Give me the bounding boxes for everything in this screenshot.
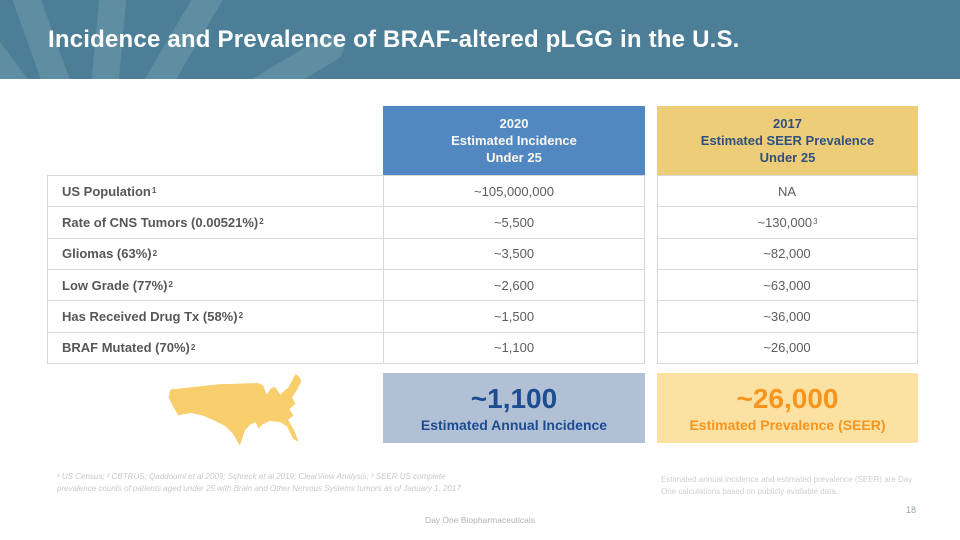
sunburst-pattern xyxy=(0,0,344,79)
row-label: BRAF Mutated (70%) 2 xyxy=(48,332,384,363)
prevalence-summary: ~26,000 Estimated Prevalence (SEER) xyxy=(657,373,918,443)
incidence-value: ~5,500 xyxy=(493,214,535,230)
prevalence-value: ~63,000 xyxy=(763,277,811,293)
prevalence-year: 2017 xyxy=(773,116,802,131)
table-row: BRAF Mutated (70%) 2 ~1,100 xyxy=(48,332,644,363)
table-row: ~82,000 xyxy=(658,239,917,270)
table-row: Rate of CNS Tumors (0.00521%) 2 ~5,500 xyxy=(48,207,644,239)
incidence-column-header: 2020 Estimated Incidence Under 25 xyxy=(383,106,645,175)
page-number: 18 xyxy=(905,505,916,515)
row-label: US Population 1 xyxy=(48,176,384,207)
row-label: Rate of CNS Tumors (0.00521%) 2 xyxy=(48,207,384,238)
table-row: ~63,000 xyxy=(658,270,917,302)
prevalence-table: NA ~130,000 3 ~82,000 ~63,000 ~36,000 ~26… xyxy=(657,175,918,364)
incidence-header-line2: Estimated Incidence xyxy=(451,133,577,148)
row-label: Gliomas (63%) 2 xyxy=(48,238,384,269)
slide-header-bar: Incidence and Prevalence of BRAF-altered… xyxy=(0,0,960,79)
table-row: Low Grade (77%) 2 ~2,600 xyxy=(48,269,644,302)
incidence-table: US Population 1 ~105,000,000 Rate of CNS … xyxy=(47,175,645,364)
annual-incidence-summary: ~1,100 Estimated Annual Incidence xyxy=(383,373,645,443)
table-row: US Population 1 ~105,000,000 xyxy=(48,176,644,208)
prevalence-value: ~130,000 3 xyxy=(757,214,818,230)
prevalence-value: NA xyxy=(777,183,797,199)
incidence-value: ~1,100 xyxy=(493,340,535,356)
prevalence-summary-label: Estimated Prevalence (SEER) xyxy=(689,416,886,433)
prevalence-summary-value: ~26,000 xyxy=(736,382,839,414)
annual-incidence-label: Estimated Annual Incidence xyxy=(420,416,608,433)
table-row: Gliomas (63%) 2 ~3,500 xyxy=(48,238,644,270)
incidence-value: ~1,500 xyxy=(493,308,535,324)
us-map-graphic xyxy=(112,366,378,464)
annual-incidence-value: ~1,100 xyxy=(470,382,558,414)
incidence-value: ~3,500 xyxy=(493,246,535,262)
table-row: Has Received Drug Tx (58%) 2 ~1,500 xyxy=(48,301,644,333)
row-label: Low Grade (77%) 2 xyxy=(48,269,384,301)
prevalence-column-header: 2017 Estimated SEER Prevalence Under 25 xyxy=(657,106,918,175)
prevalence-header-line3: Under 25 xyxy=(759,150,816,165)
incidence-year: 2020 xyxy=(499,116,529,131)
table-row: NA xyxy=(658,176,917,208)
prevalence-value: ~36,000 xyxy=(763,308,811,324)
company-footer: Day One Biopharmaceuticals xyxy=(424,515,536,525)
sources-footnote: ¹ US Census; ² CBTRUS; Qaddoumi et al 20… xyxy=(57,472,464,494)
table-row: ~26,000 xyxy=(658,333,917,363)
slide-title: Incidence and Prevalence of BRAF-altered… xyxy=(48,25,740,53)
incidence-value: ~105,000,000 xyxy=(474,183,554,199)
incidence-header-line3: Under 25 xyxy=(486,150,542,165)
row-label: Has Received Drug Tx (58%) 2 xyxy=(48,301,384,332)
calculations-footnote: Estimated annual incidence and estimated… xyxy=(661,475,913,497)
table-row: ~130,000 3 xyxy=(658,207,917,239)
prevalence-header-line2: Estimated SEER Prevalence xyxy=(700,133,875,148)
incidence-value: ~2,600 xyxy=(493,277,535,293)
table-row: ~36,000 xyxy=(658,301,917,333)
prevalence-value: ~26,000 xyxy=(763,340,811,356)
prevalence-value: ~82,000 xyxy=(763,246,811,262)
